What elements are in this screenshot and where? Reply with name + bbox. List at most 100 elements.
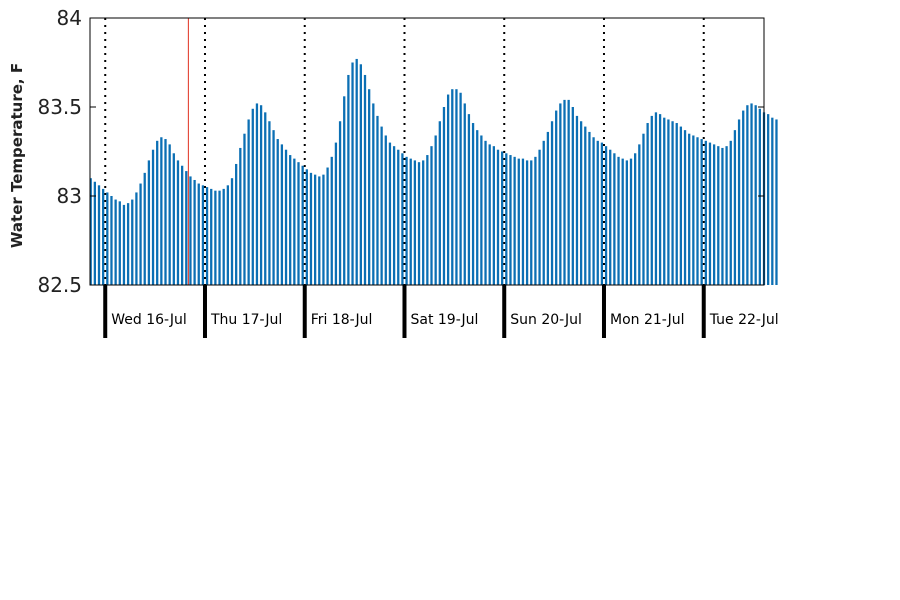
temperature-bar: [417, 162, 421, 285]
temperature-bar: [272, 130, 275, 285]
temperature-bar: [185, 171, 188, 285]
temperature-bar: [401, 153, 404, 285]
temperature-bar: [388, 142, 392, 285]
temperature-bar: [293, 158, 296, 285]
temperature-bar: [600, 142, 604, 285]
y-axis-label: Water Temperature, F: [8, 63, 26, 248]
temperature-bar: [451, 89, 454, 285]
temperature-bar: [488, 144, 491, 285]
y-tick-label: 83.5: [37, 95, 82, 119]
temperature-bar: [663, 117, 666, 286]
temperature-bar: [563, 99, 566, 285]
temperature-bar: [604, 146, 608, 285]
temperature-bar: [210, 188, 213, 285]
x-tick-label: Wed 16-Jul: [111, 312, 187, 328]
temperature-bar: [280, 144, 284, 285]
temperature-bar: [372, 103, 375, 285]
temperature-bar: [463, 103, 466, 285]
temperature-bar: [725, 146, 728, 285]
temperature-bar: [359, 64, 362, 285]
temperature-bar: [538, 149, 541, 285]
x-day-ticks: Wed 16-Jul Thu 17-Jul Fri 18-Jul Sat 19-Jul…: [103, 285, 779, 338]
temperature-bar: [376, 115, 379, 286]
temperature-bar: [505, 153, 508, 285]
temperature-bar: [704, 140, 707, 285]
temperature-bar: [559, 103, 562, 285]
temperature-bar: [675, 123, 678, 286]
temperature-bar: [135, 192, 138, 285]
temperature-bar: [750, 103, 753, 285]
temperature-bar: [667, 119, 670, 286]
x-tick-label: Mon 21-Jul: [610, 312, 685, 328]
x-tick-label: Tue 22-Jul: [709, 312, 779, 328]
bars-group: [89, 58, 778, 286]
temperature-bar: [530, 160, 533, 285]
temperature-bar: [442, 107, 446, 285]
temperature-bar: [521, 158, 525, 285]
temperature-bar: [239, 147, 242, 285]
temperature-bar: [771, 117, 774, 286]
temperature-bar: [546, 131, 550, 285]
temperature-bar: [596, 140, 599, 285]
y-tick-marks: [90, 17, 764, 286]
temperature-bar: [168, 144, 171, 285]
temperature-bar: [746, 105, 749, 285]
temperature-bar: [696, 137, 699, 285]
temperature-bar: [305, 169, 308, 285]
temperature-bar: [409, 158, 412, 285]
temperature-bar: [455, 89, 458, 285]
temperature-bar: [650, 115, 653, 286]
temperature-bar: [243, 133, 246, 285]
temperature-bar: [176, 160, 180, 285]
temperature-bar: [534, 156, 537, 285]
temperature-bar: [126, 203, 130, 285]
temperature-bar: [712, 144, 716, 285]
temperature-bar: [218, 190, 221, 285]
temperature-bar: [201, 185, 205, 285]
temperature-bar: [754, 105, 757, 285]
temperature-bar: [579, 121, 583, 286]
temperature-bar: [550, 121, 554, 286]
temperature-bar: [222, 188, 225, 285]
temperature-bar: [509, 155, 512, 285]
temperature-bar: [642, 133, 645, 285]
temperature-bar: [255, 103, 259, 285]
temperature-bar: [613, 153, 616, 285]
temperature-bar: [189, 176, 192, 285]
temperature-bar: [268, 121, 271, 286]
temperature-bar: [430, 146, 433, 285]
temperature-bar: [347, 74, 350, 286]
temperature-bar: [422, 160, 425, 285]
temperature-bar: [775, 119, 778, 286]
temperature-bar: [492, 146, 495, 285]
temperature-bar: [235, 163, 238, 285]
temperature-bar: [156, 140, 159, 285]
temperature-bar: [351, 62, 354, 285]
y-tick-label: 83: [57, 184, 82, 208]
temperature-bar: [326, 167, 329, 285]
temperature-bar: [592, 137, 595, 285]
temperature-bar: [525, 160, 529, 285]
temperature-bar: [322, 174, 325, 285]
temperature-bar: [118, 201, 121, 285]
temperature-bar: [102, 188, 105, 285]
temperature-bar: [646, 123, 649, 286]
temperature-bar: [230, 178, 234, 285]
temperature-bar: [264, 112, 267, 285]
temperature-bar: [567, 99, 570, 285]
temperature-bar: [214, 190, 217, 285]
temperature-bar: [343, 96, 346, 285]
temperature-bar: [513, 156, 516, 285]
temperature-bar: [392, 146, 396, 285]
temperature-bar: [446, 94, 450, 285]
temperature-bar: [683, 130, 687, 285]
temperature-bar: [122, 204, 126, 285]
temperature-bar: [496, 149, 500, 285]
temperature-bar: [480, 135, 483, 285]
temperature-bar: [679, 126, 683, 285]
temperature-bar: [89, 178, 92, 285]
temperature-bar: [397, 149, 400, 285]
temperature-bar: [313, 174, 317, 285]
temperature-bar: [658, 114, 662, 286]
temperature-bar: [434, 135, 437, 285]
